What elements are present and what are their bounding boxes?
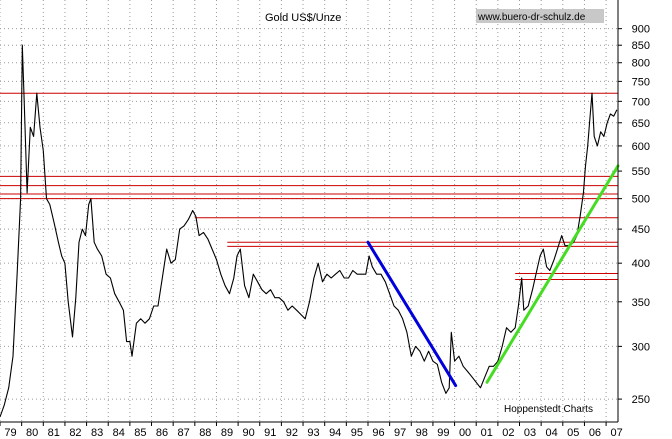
y-tick-label: 650 (632, 118, 650, 130)
watermark-background (476, 9, 604, 23)
y-tick-label: 850 (632, 40, 650, 52)
trend-lines (366, 164, 620, 388)
chart-title: Gold US$/Unze (265, 12, 341, 24)
x-tick-label: 86 (156, 427, 168, 439)
trend-line (485, 164, 620, 384)
y-tick-label: 800 (632, 58, 650, 70)
y-tick-label: 750 (632, 76, 650, 88)
x-tick-label: 84 (113, 427, 125, 439)
x-tick-label: 93 (307, 427, 319, 439)
x-tick-label: 90 (242, 427, 254, 439)
x-tick-label: 96 (372, 427, 384, 439)
x-tick-label: 05 (567, 427, 579, 439)
y-tick-label: 350 (632, 297, 650, 309)
support-resistance-lines (0, 92, 618, 281)
x-tick-label: 83 (91, 427, 103, 439)
x-tick-label: 04 (546, 427, 558, 439)
y-tick-label: 250 (632, 394, 650, 406)
x-tick-label: 03 (524, 427, 536, 439)
x-tick-label: 87 (178, 427, 190, 439)
x-axis: 79 80 81 82 83 84 85 86 87 88 89 90 91 92 93 94 95 96 97 98… (0, 422, 623, 439)
x-tick-label: 79 (4, 427, 16, 439)
watermark: www.buero-dr-schulz.de (477, 12, 586, 23)
x-tick-label: 98 (416, 427, 428, 439)
y-tick-label: 400 (632, 258, 650, 270)
y-tick-label: 700 (632, 96, 650, 108)
x-tick-label: 01 (481, 427, 493, 439)
y-tick-label: 550 (632, 166, 650, 178)
x-tick-label: 00 (459, 427, 471, 439)
x-tick-label: 82 (69, 427, 81, 439)
x-tick-label: 02 (502, 427, 514, 439)
price-series (0, 44, 618, 418)
x-tick-label: 06 (589, 427, 601, 439)
x-tick-label: 99 (437, 427, 449, 439)
x-tick-label: 07 (610, 427, 622, 439)
y-tick-label: 450 (632, 224, 650, 236)
x-tick-label: 80 (26, 427, 38, 439)
y-tick-label: 500 (632, 194, 650, 206)
trend-line (366, 240, 458, 388)
x-tick-label: 88 (199, 427, 211, 439)
x-tick-label: 97 (394, 427, 406, 439)
x-tick-label: 85 (134, 427, 146, 439)
x-tick-label: 81 (48, 427, 60, 439)
x-tick-label: 94 (329, 427, 341, 439)
x-tick-label: 89 (221, 427, 233, 439)
x-tick-label: 92 (286, 427, 298, 439)
y-tick-label: 300 (632, 341, 650, 353)
y-tick-label: 900 (632, 24, 650, 36)
x-tick-label: 91 (264, 427, 276, 439)
y-axis: 250 300 350 400 450 500 550 600 650 700 750 800 850 9… (618, 24, 650, 406)
source-label: Hoppenstedt Charts (504, 404, 593, 415)
x-tick-label: 95 (351, 427, 363, 439)
plot-area (0, 0, 618, 422)
y-tick-label: 600 (632, 141, 650, 153)
price-line (0, 44, 618, 418)
